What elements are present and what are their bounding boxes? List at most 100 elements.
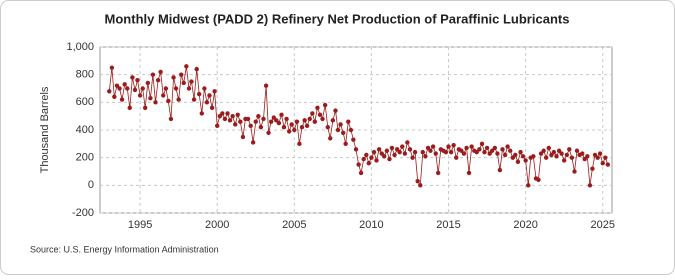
data-point: [274, 118, 279, 123]
data-point: [407, 147, 413, 152]
data-point: [250, 140, 256, 145]
data-point: [142, 105, 148, 111]
data-point: [158, 69, 163, 75]
data-point: [127, 105, 132, 111]
data-point: [500, 147, 505, 152]
data-point: [320, 116, 325, 122]
data-point: [600, 161, 605, 166]
data-point: [464, 145, 469, 151]
data-point: [513, 152, 518, 158]
data-point: [155, 78, 161, 83]
data-point: [297, 141, 302, 147]
data-point: [546, 145, 551, 151]
data-point: [312, 119, 318, 124]
data-point: [161, 93, 166, 98]
data-point: [477, 147, 482, 152]
data-point: [559, 151, 564, 156]
data-point: [130, 75, 135, 80]
data-point: [256, 113, 261, 119]
data-point: [484, 145, 490, 151]
data-point: [531, 154, 536, 159]
data-point: [587, 183, 593, 188]
x-tick-label: 2000: [205, 219, 229, 231]
data-point: [189, 79, 194, 84]
data-point: [561, 158, 567, 163]
data-point: [523, 158, 528, 163]
data-point: [276, 120, 282, 126]
data-point: [171, 75, 176, 80]
data-point: [469, 144, 474, 149]
data-point: [489, 148, 495, 153]
x-tick-label: 2015: [436, 219, 460, 231]
data-point: [497, 167, 503, 173]
data-point: [572, 169, 577, 174]
data-point: [515, 159, 521, 165]
data-point: [186, 86, 192, 91]
data-point: [569, 155, 575, 160]
data-point: [258, 125, 264, 130]
data-point: [317, 112, 323, 117]
data-point: [382, 154, 387, 159]
data-point: [281, 125, 287, 130]
data-point: [415, 178, 420, 184]
data-point: [505, 144, 510, 149]
data-point: [166, 98, 171, 104]
chart-title: Monthly Midwest (PADD 2) Refinery Net Pr…: [105, 11, 570, 26]
data-point: [299, 125, 305, 130]
data-point: [328, 136, 333, 141]
data-point: [233, 122, 238, 127]
data-point: [215, 123, 220, 129]
data-point: [400, 144, 405, 149]
y-tick-label: 200: [76, 152, 94, 164]
data-point: [520, 154, 526, 159]
data-point: [289, 122, 294, 127]
data-point: [230, 113, 235, 119]
x-tick-label: 2025: [591, 219, 615, 231]
data-point: [451, 143, 456, 148]
data-point: [428, 148, 433, 153]
data-point: [287, 129, 292, 134]
data-point: [294, 119, 300, 124]
data-point: [554, 154, 559, 159]
data-point: [412, 149, 418, 155]
data-point: [315, 105, 320, 111]
y-tick-label: 1,000: [66, 41, 94, 53]
data-point: [227, 118, 233, 123]
data-point: [202, 86, 207, 91]
data-point: [125, 86, 130, 91]
data-point: [495, 151, 500, 156]
data-point: [374, 158, 379, 163]
data-point: [117, 86, 122, 91]
data-point: [302, 118, 307, 123]
data-point: [163, 86, 169, 91]
data-point: [346, 119, 351, 124]
data-point: [397, 149, 402, 155]
data-point: [179, 72, 184, 77]
data-point: [140, 86, 145, 91]
data-point: [348, 127, 354, 133]
data-point: [459, 148, 464, 153]
data-point: [384, 148, 390, 153]
x-tick-label: 1995: [128, 219, 152, 231]
data-point: [253, 119, 258, 124]
data-point: [474, 149, 479, 155]
data-point: [387, 156, 392, 162]
data-point: [479, 141, 485, 147]
data-point: [112, 94, 117, 100]
data-point: [597, 151, 603, 156]
data-point: [310, 111, 315, 116]
data-point: [574, 148, 580, 153]
data-point: [191, 97, 197, 102]
data-point: [199, 111, 204, 116]
data-point: [492, 145, 497, 151]
data-point: [181, 80, 186, 86]
data-point: [356, 162, 361, 167]
data-point: [518, 149, 523, 155]
data-point: [292, 127, 297, 133]
data-point: [364, 152, 369, 158]
data-point: [582, 156, 587, 162]
x-tick-label: 2010: [359, 219, 383, 231]
data-point: [122, 82, 127, 87]
